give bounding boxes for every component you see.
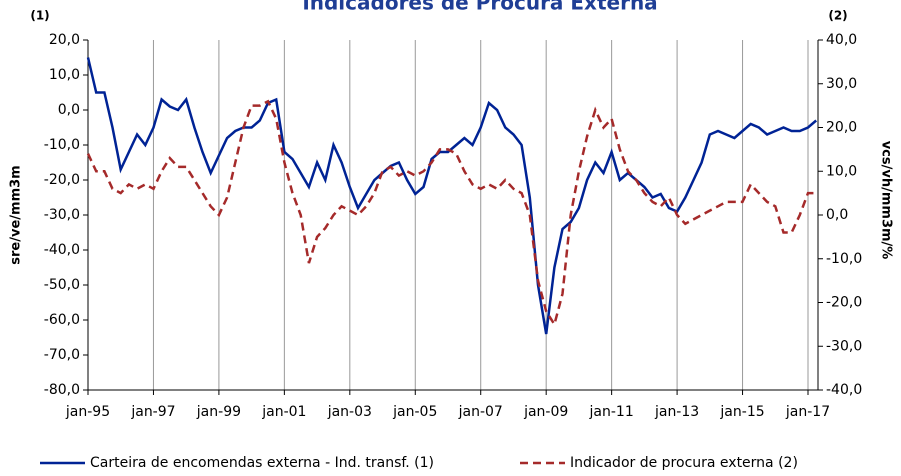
x-tick-label: jan-09	[523, 404, 568, 420]
y2-tick-label: -30,0	[826, 338, 862, 354]
y-tick-label: -60,0	[44, 312, 80, 328]
chart-title: Indicadores de Procura Externa	[302, 0, 657, 15]
y2-tick-label: -40,0	[826, 382, 862, 398]
y2-tick-label: -10,0	[826, 251, 862, 267]
left-axis-note: (1)	[30, 9, 49, 23]
y2-axis-label: vcs/vh/mm3m/%	[879, 141, 894, 260]
x-tick-label: jan-11	[589, 404, 634, 420]
legend-label: Carteira de encomendas externa - Ind. tr…	[90, 455, 434, 471]
y-tick-label: -40,0	[44, 242, 80, 258]
y2-tick-label: 0,0	[826, 207, 848, 223]
x-tick-label: jan-05	[392, 404, 437, 420]
y2-tick-label: 30,0	[826, 76, 857, 92]
x-tick-label: jan-17	[785, 404, 830, 420]
y-tick-label: 20,0	[49, 32, 80, 48]
x-tick-label: jan-15	[719, 404, 764, 420]
y-tick-label: -50,0	[44, 277, 80, 293]
x-tick-label: jan-13	[654, 404, 699, 420]
y2-tick-label: 10,0	[826, 163, 857, 179]
y-tick-label: -70,0	[44, 347, 80, 363]
x-tick-label: jan-97	[130, 404, 175, 420]
series-line	[86, 57, 818, 335]
y-axis-label: sre/ve/mm3m	[9, 165, 24, 264]
series-line	[86, 99, 817, 328]
x-tick-label: jan-99	[196, 404, 241, 420]
y-tick-label: -20,0	[44, 172, 80, 188]
x-tick-label: jan-03	[327, 404, 372, 420]
y-tick-label: -80,0	[44, 382, 80, 398]
legend-label: Indicador de procura externa (2)	[570, 455, 798, 471]
y-tick-label: -30,0	[44, 207, 80, 223]
y-tick-label: 0,0	[58, 102, 80, 118]
y2-tick-label: -20,0	[826, 295, 862, 311]
y-tick-label: 10,0	[49, 67, 80, 83]
y2-tick-label: 40,0	[826, 32, 857, 48]
x-tick-label: jan-95	[65, 404, 110, 420]
right-axis-note: (2)	[828, 9, 847, 23]
x-tick-label: jan-01	[261, 404, 306, 420]
x-tick-label: jan-07	[458, 404, 503, 420]
y2-tick-label: 20,0	[826, 120, 857, 136]
y-tick-label: -10,0	[44, 137, 80, 153]
